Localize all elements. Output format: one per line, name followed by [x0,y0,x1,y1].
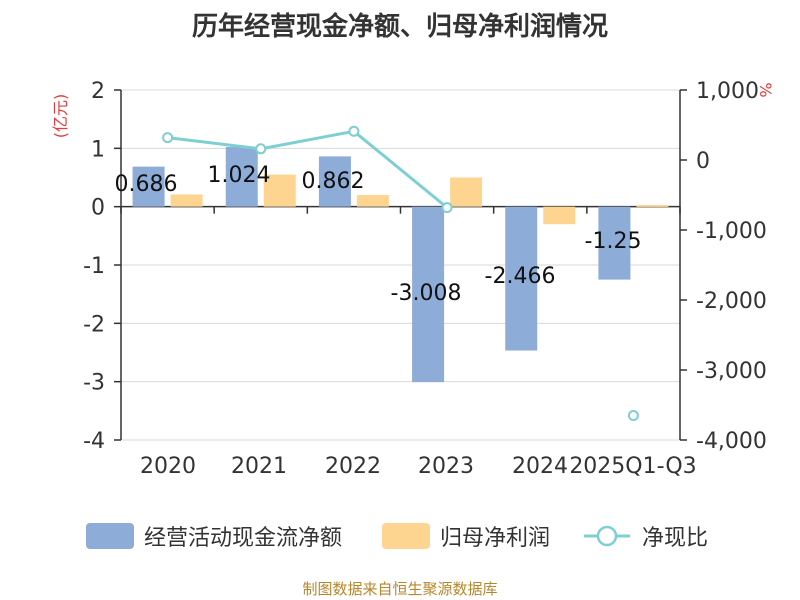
left-tick-label: -1 [83,254,105,279]
bar-cash-flow-2025Q1-Q3 [598,206,631,280]
bar-net-profit-2021 [263,174,296,207]
bar-net-profit-2020 [170,194,203,207]
right-tick-label: -3,000 [696,359,767,384]
bar-net-profit-2022 [356,195,389,207]
x-category-label: 2021 [231,454,287,479]
x-category-label: 2020 [140,454,196,479]
bar-net-profit-2023 [450,177,483,207]
ratio-point-2021 [255,143,267,155]
legend-label-ratio: 净现比 [642,526,709,551]
bar-cash-flow-2020 [132,166,165,207]
right-axis-unit: % [756,82,775,97]
legend-label-cash-flow: 经营活动现金流净额 [144,526,343,551]
data-label-cash-flow: 1.024 [208,163,271,188]
left-tick-label: 0 [91,196,105,221]
bar-cash-flow-2022 [318,156,351,207]
ratio-point-2022 [348,125,360,137]
right-tick-label: -4,000 [696,429,767,454]
data-label-cash-flow: -2.466 [485,264,556,289]
left-tick-label: -2 [83,312,105,337]
legend-item-net-profit[interactable]: 归母净利润 [382,518,550,554]
right-tick-label: -2,000 [696,289,767,314]
legend-line-marker-icon [584,525,630,547]
ratio-point-2020 [162,132,174,144]
ratio-point-2023 [441,202,453,214]
x-category-label: 2025Q1-Q3 [569,454,696,479]
legend-swatch-net-profit [382,523,430,549]
legend-swatch-cash-flow [86,523,134,549]
left-tick-label: 1 [91,137,105,162]
bar-net-profit-2025Q1-Q3 [636,204,669,207]
left-tick-label: -4 [83,429,105,454]
right-tick-label: -1,000 [696,219,767,244]
data-label-cash-flow: -3.008 [391,281,462,306]
left-tick-label: -3 [83,371,105,396]
bar-net-profit-2024 [543,206,576,225]
x-category-label: 2023 [418,454,474,479]
right-tick-label: 0 [696,149,710,174]
legend: 经营活动现金流净额 归母净利润 净现比 [0,518,800,554]
data-label-cash-flow: 0.686 [115,172,178,197]
ratio-point-2025Q1-Q3 [627,410,639,421]
legend-label-net-profit: 归母净利润 [440,526,551,551]
bar-cash-flow-2023 [412,206,445,383]
bar-cash-flow-2024 [505,206,538,351]
source-note: 制图数据来自恒生聚源数据库 [302,580,498,598]
legend-item-ratio[interactable]: 净现比 [582,518,708,554]
data-label-cash-flow: 0.862 [302,169,365,194]
left-axis-unit: (亿元) [51,94,70,139]
left-tick-label: 2 [91,79,105,104]
x-category-label: 2022 [325,454,381,479]
x-category-label: 2024 [512,454,568,479]
legend-item-cash-flow[interactable]: 经营活动现金流净额 [86,518,342,554]
data-label-cash-flow: -1.25 [585,229,642,254]
bar-cash-flow-2021 [225,146,258,207]
ratio-line [167,129,449,209]
right-tick-label: 1,000 [696,79,759,104]
chart-title: 历年经营现金净额、归母净利润情况 [191,12,608,42]
